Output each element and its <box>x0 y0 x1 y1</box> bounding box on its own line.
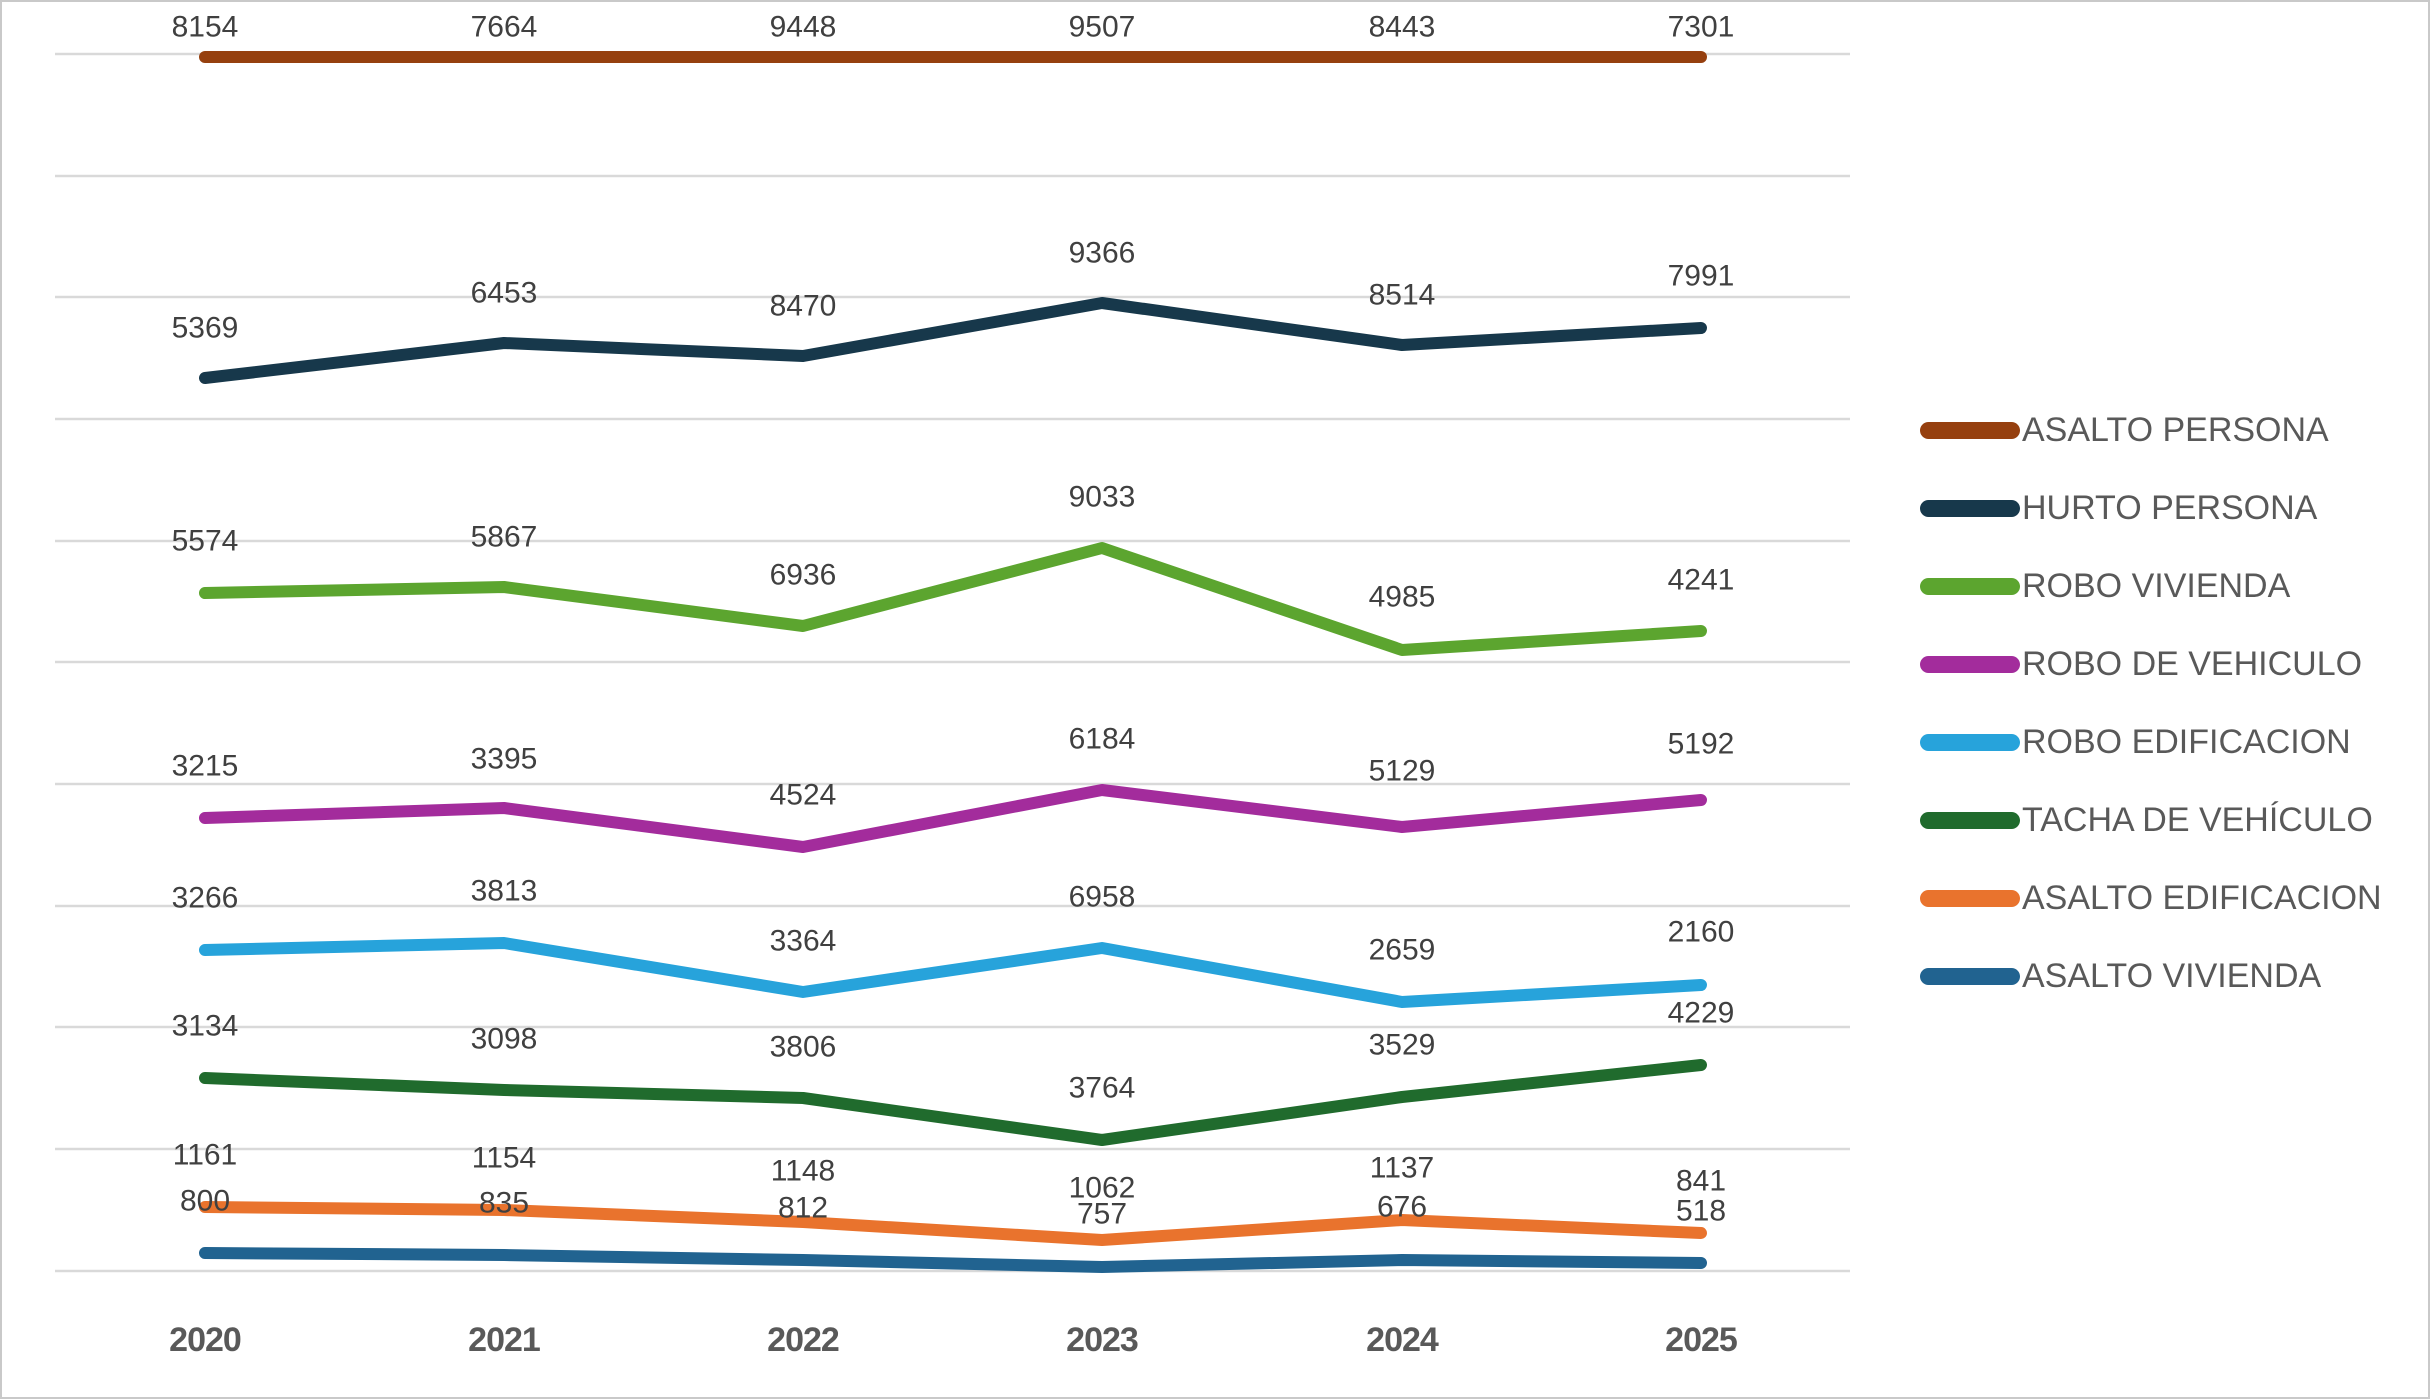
data-label: 1062 <box>1069 1172 1136 1205</box>
legend-item-label: TACHA DE VEHÍCULO <box>2022 800 2373 839</box>
series-line-asalto-vivienda[interactable] <box>199 1247 1707 1273</box>
legend-item-label: ASALTO EDIFICACION <box>2022 878 2382 917</box>
data-label: 4229 <box>1668 997 1735 1030</box>
data-label: 2160 <box>1668 916 1735 949</box>
data-label: 1161 <box>173 1139 238 1172</box>
legend-item-hurto-persona[interactable]: HURTO PERSONA <box>1920 469 2317 547</box>
legend-item-asalto-persona[interactable]: ASALTO PERSONA <box>1920 391 2329 469</box>
legend-line-marker-icon <box>1920 499 2020 517</box>
legend-item-label: HURTO PERSONA <box>2022 488 2318 527</box>
x-tick-label: 2021 <box>468 1321 540 1359</box>
data-label: 4241 <box>1668 564 1735 597</box>
data-label: 841 <box>1676 1165 1726 1198</box>
x-tick-label: 2023 <box>1066 1321 1138 1359</box>
data-label: 2659 <box>1369 934 1436 967</box>
data-label: 835 <box>479 1187 529 1220</box>
data-label: 812 <box>778 1192 828 1225</box>
data-label: 5574 <box>172 525 239 558</box>
x-tick-label: 2024 <box>1366 1321 1439 1359</box>
data-label: 8470 <box>770 290 837 323</box>
data-label: 1137 <box>1370 1152 1435 1185</box>
data-label: 3529 <box>1369 1029 1436 1062</box>
data-label: 8514 <box>1369 279 1436 312</box>
data-label: 800 <box>180 1185 230 1218</box>
data-label: 6453 <box>471 277 538 310</box>
data-label: 3813 <box>471 875 538 908</box>
data-label: 5867 <box>471 521 538 554</box>
data-label: 1148 <box>771 1155 836 1188</box>
legend-line-marker-icon <box>1920 733 2020 751</box>
data-label: 9033 <box>1069 481 1136 514</box>
data-label: 518 <box>1676 1195 1726 1228</box>
legend-line-marker-icon <box>1920 577 2020 595</box>
legend-item-robo-vivienda[interactable]: ROBO VIVIENDA <box>1920 547 2290 625</box>
data-label: 3098 <box>471 1023 538 1056</box>
x-tick-label: 2020 <box>169 1321 241 1359</box>
legend-item-label: ASALTO VIVIENDA <box>2022 956 2322 995</box>
data-label: 1154 <box>472 1142 537 1175</box>
data-label: 7991 <box>1668 260 1735 293</box>
legend-line-marker-icon <box>1920 655 2020 673</box>
series-line-robo-edificacion[interactable] <box>199 937 1707 1008</box>
series-line-robo-de-vehiculo[interactable] <box>199 784 1707 853</box>
data-label: 9507 <box>1069 11 1136 44</box>
x-tick-label: 2022 <box>767 1321 839 1359</box>
legend-item-robo-de-vehiculo[interactable]: ROBO DE VEHICULO <box>1920 625 2362 703</box>
series-line-tacha-de-veh-culo[interactable] <box>199 1059 1707 1146</box>
legend-item-label: ASALTO PERSONA <box>2022 410 2329 449</box>
legend-line-marker-icon <box>1920 811 2020 829</box>
data-label: 4985 <box>1369 581 1436 614</box>
data-label: 6936 <box>770 559 837 592</box>
data-label: 757 <box>1077 1198 1127 1231</box>
data-label: 5129 <box>1369 755 1436 788</box>
data-label: 4524 <box>770 779 837 812</box>
legend-item-robo-edificacion[interactable]: ROBO EDIFICACION <box>1920 703 2351 781</box>
data-label: 676 <box>1377 1191 1427 1224</box>
legend-item-asalto-vivienda[interactable]: ASALTO VIVIENDA <box>1920 937 2321 1015</box>
data-label: 8154 <box>172 11 239 44</box>
data-label: 5369 <box>172 312 239 345</box>
data-label: 5192 <box>1668 728 1735 761</box>
data-label: 7301 <box>1668 11 1735 44</box>
series-line-asalto-edificacion[interactable] <box>199 1201 1707 1246</box>
x-tick-label: 2025 <box>1665 1321 1737 1359</box>
series-line-robo-vivienda[interactable] <box>199 542 1707 656</box>
legend-item-tacha-de-veh-culo[interactable]: TACHA DE VEHÍCULO <box>1920 781 2373 859</box>
data-label: 3395 <box>471 743 538 776</box>
data-label: 8443 <box>1369 11 1436 44</box>
data-label: 3806 <box>770 1031 837 1064</box>
legend-item-label: ROBO DE VEHICULO <box>2022 644 2363 683</box>
data-label: 3215 <box>172 750 239 783</box>
legend-line-marker-icon <box>1920 967 2020 985</box>
legend-line-marker-icon <box>1920 889 2020 907</box>
legend-item-asalto-edificacion[interactable]: ASALTO EDIFICACION <box>1920 859 2382 937</box>
data-label: 6958 <box>1069 881 1136 914</box>
data-label: 3364 <box>770 925 837 958</box>
data-label: 3134 <box>172 1010 239 1043</box>
legend-item-label: ROBO EDIFICACION <box>2022 722 2351 761</box>
series-line-hurto-persona[interactable] <box>199 297 1707 384</box>
data-label: 3764 <box>1069 1072 1136 1105</box>
legend-line-marker-icon <box>1920 421 2020 439</box>
data-label: 6184 <box>1069 723 1136 756</box>
legend-item-label: ROBO VIVIENDA <box>2022 566 2291 605</box>
data-label: 7664 <box>471 11 538 44</box>
data-label: 9448 <box>770 11 837 44</box>
data-label: 3266 <box>172 882 239 915</box>
data-label: 9366 <box>1069 237 1136 270</box>
